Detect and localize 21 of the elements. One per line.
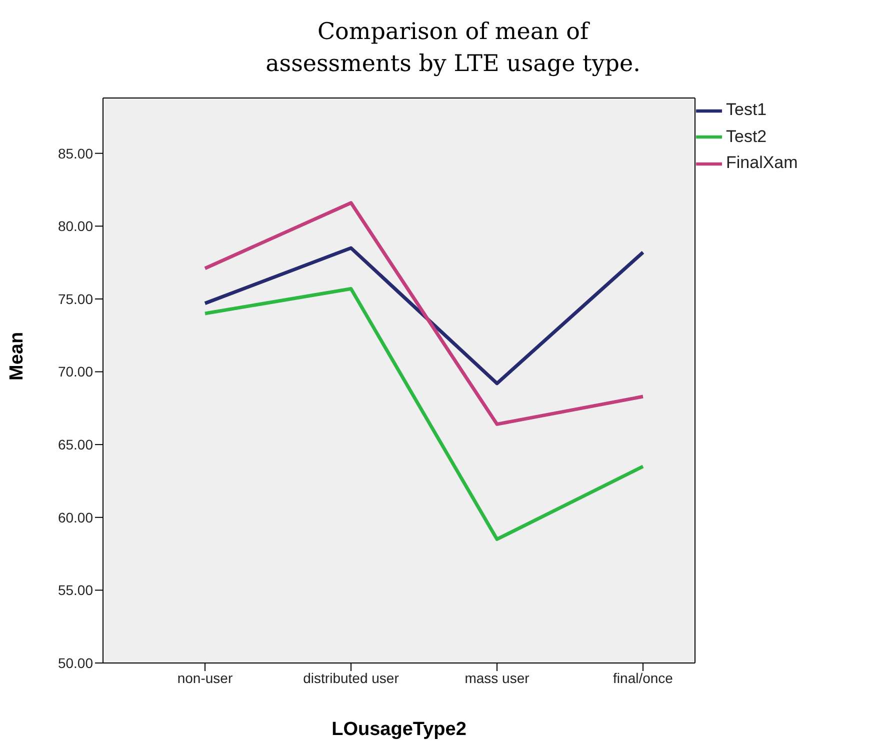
y-axis-title: Mean: [6, 332, 28, 380]
line-series: [203, 246, 645, 386]
line-series: [203, 287, 645, 541]
x-tick-label: distributed user: [303, 670, 400, 686]
legend-label: Test2: [726, 126, 767, 146]
y-tick-label: 85.00: [58, 145, 94, 162]
y-tick-label: 60.00: [58, 509, 94, 526]
x-axis-title: LOusageType2: [332, 719, 466, 740]
line-series: [203, 201, 645, 426]
legend-label: FinalXam: [726, 153, 798, 172]
x-tick-label: final/once: [613, 670, 674, 686]
y-tick-label: 65.00: [58, 436, 94, 453]
chart-title: Comparison of mean of assessments by LTE usage type.: [264, 18, 642, 79]
y-tick-label: 55.00: [58, 582, 94, 598]
x-tick-label: mass user: [464, 670, 530, 686]
x-tick-label: non-user: [177, 670, 233, 686]
y-tick-label: 70.00: [58, 364, 94, 380]
y-tick-label: 80.00: [58, 218, 94, 234]
y-tick-label: 75.00: [58, 290, 94, 307]
y-tick-label: 50.00: [58, 654, 94, 671]
legend-label: Test1: [726, 100, 767, 119]
